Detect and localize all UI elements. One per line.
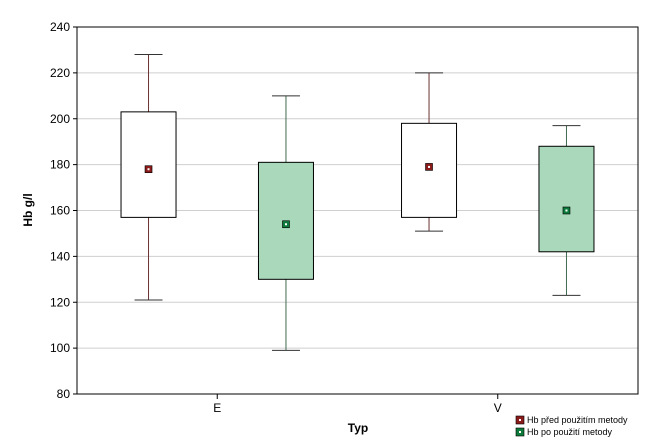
plot-frame (76, 26, 639, 395)
y-tick-label: 140 (50, 249, 70, 263)
box-E-series-0 (120, 54, 177, 301)
box-series (120, 54, 595, 351)
box-V-series-0 (401, 72, 458, 232)
median-marker-dot (565, 209, 568, 212)
median-marker-dot (284, 223, 287, 226)
y-tick-label: 160 (50, 204, 70, 218)
legend-item-0: Hb před použitím metody (515, 415, 628, 425)
legend-swatch-dot (519, 419, 521, 421)
legend-item-1: Hb po použití metody (515, 427, 613, 437)
box-iqr (538, 145, 595, 253)
box-V-series-1 (538, 125, 595, 296)
x-axis-label: Typ (348, 421, 368, 435)
legend-label: Hb po použití metody (527, 427, 613, 437)
legend: Hb před použitím metody Hb po použití met… (515, 415, 628, 437)
y-axis-label: Hb g/l (21, 193, 35, 226)
x-tick-label: V (494, 401, 502, 415)
box-iqr (120, 111, 177, 218)
y-tick-label: 200 (50, 112, 70, 126)
y-tick-label: 220 (50, 66, 70, 80)
x-tick-label: E (213, 401, 221, 415)
legend-label: Hb před použitím metody (527, 415, 628, 425)
y-tick-label: 100 (50, 341, 70, 355)
y-tick-label: 80 (57, 387, 71, 401)
y-tick-label: 240 (50, 20, 70, 34)
box-E-series-1 (257, 95, 314, 351)
legend-swatch-dot (519, 431, 521, 433)
median-marker-dot (147, 168, 150, 171)
median-marker-dot (428, 165, 431, 168)
y-tick-label: 120 (50, 295, 70, 309)
y-tick-label: 180 (50, 158, 70, 172)
y-axis-ticks: 80 100 120 140 160 180 200 220 240 (50, 20, 77, 401)
